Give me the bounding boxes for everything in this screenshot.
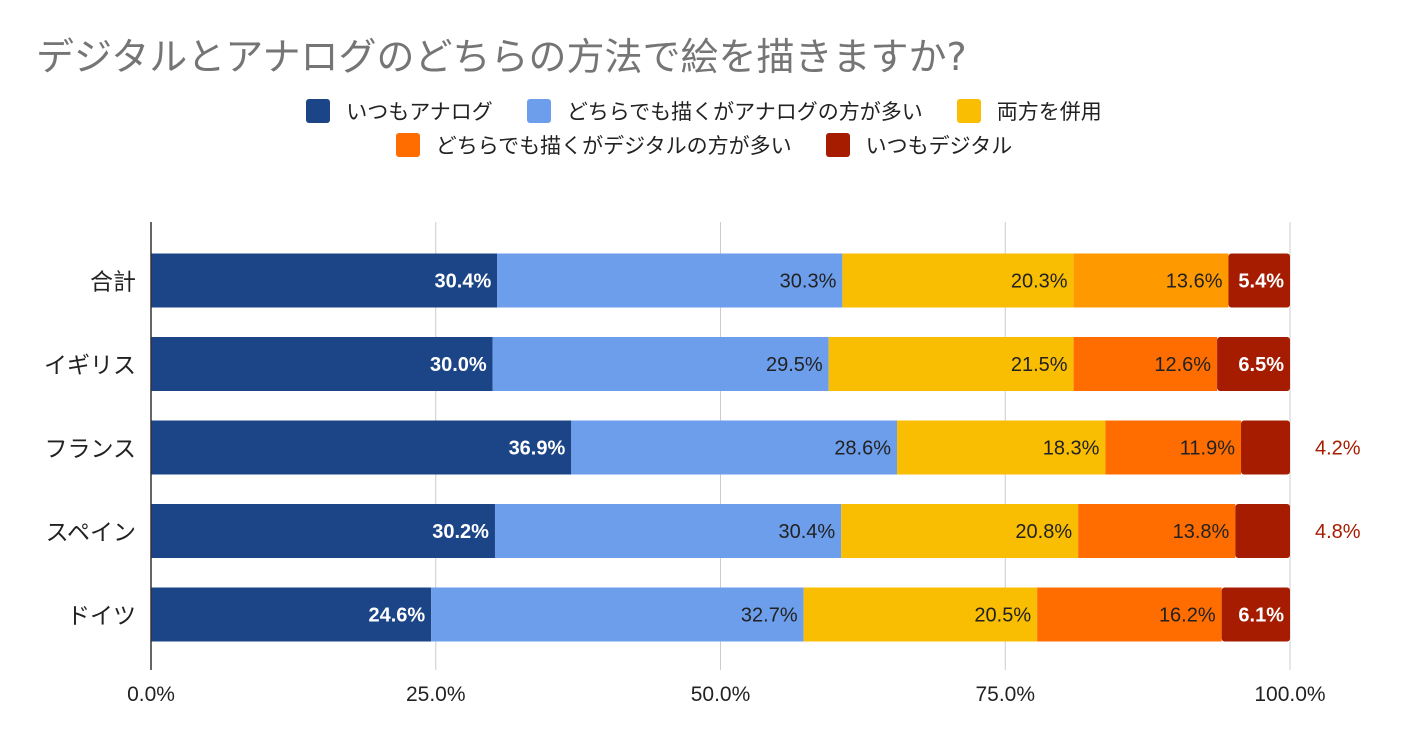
- legend-label-both: 両方を併用: [996, 100, 1102, 124]
- legend-item-always-digital: いつもデジタル: [825, 130, 1013, 160]
- category-label-3: スペイン: [46, 519, 136, 545]
- bar-label-3-4: 4.8%: [1315, 521, 1361, 543]
- legend-item-mostly-digital: どちらでも描くがデジタルの方が多い: [395, 130, 792, 160]
- bar-2-4: [1241, 420, 1290, 475]
- bar-0-0: [151, 253, 498, 308]
- bar-4-1: [431, 587, 804, 642]
- bar-label-2-0: 36.9%: [509, 438, 566, 460]
- bar-1-2: [828, 337, 1074, 391]
- bar-0-2: [842, 253, 1074, 308]
- bar-1-0: [151, 337, 493, 391]
- legend-label-mostly-digital: どちらでも描くがデジタルの方が多い: [435, 134, 792, 158]
- bar-label-0-1: 30.3%: [780, 271, 837, 293]
- bar-4-2: [803, 587, 1038, 642]
- bar-label-2-3: 11.9%: [1180, 438, 1235, 460]
- bar-label-4-2: 20.5%: [974, 605, 1031, 627]
- bar-1-4: [1217, 337, 1290, 391]
- category-label-2: フランス: [44, 436, 136, 462]
- bar-1-3: [1073, 337, 1218, 391]
- bar-label-2-1: 28.6%: [834, 438, 891, 460]
- bar-label-4-4: 6.1%: [1238, 605, 1284, 627]
- bar-label-2-2: 18.3%: [1043, 438, 1100, 460]
- legend-label-always-analog: いつもアナログ: [346, 100, 493, 124]
- bar-2-3: [1105, 420, 1242, 475]
- legend-swatch-always-digital: [825, 133, 850, 157]
- legend-swatch-mostly-analog: [526, 99, 551, 123]
- legend-item-both: 両方を併用: [956, 96, 1102, 126]
- bar-0-1: [497, 253, 843, 308]
- legend-swatch-mostly-digital: [395, 133, 420, 157]
- bar-4-4: [1221, 587, 1290, 642]
- x-tick-label-1: 25.0%: [406, 683, 466, 706]
- legend-item-always-analog: いつもアナログ: [306, 96, 493, 126]
- legend-swatch-always-analog: [306, 99, 331, 123]
- bar-4-0: [151, 587, 432, 642]
- category-label-1: イギリス: [44, 352, 136, 378]
- legend-row-1: いつもアナログ どちらでも描くがアナログの方が多い 両方を併用: [0, 96, 1408, 126]
- legend-label-always-digital: いつもデジタル: [865, 134, 1013, 158]
- bar-label-1-1: 29.5%: [766, 354, 823, 376]
- bar-3-4: [1235, 504, 1290, 558]
- bar-label-0-3: 13.6%: [1166, 271, 1223, 293]
- bar-3-2: [841, 504, 1079, 558]
- legend-label-mostly-analog: どちらでも描くがアナログの方が多い: [566, 100, 923, 124]
- bar-2-1: [571, 420, 898, 475]
- category-label-4: ドイツ: [67, 603, 136, 629]
- x-tick-label-3: 75.0%: [975, 683, 1035, 706]
- bar-label-3-1: 30.4%: [779, 521, 836, 543]
- bar-label-0-4: 5.4%: [1238, 271, 1284, 293]
- category-label-0: 合計: [90, 269, 136, 295]
- bar-label-1-0: 30.0%: [430, 354, 487, 376]
- bar-label-3-3: 13.8%: [1173, 521, 1230, 543]
- bar-label-4-1: 32.7%: [741, 605, 798, 627]
- x-tick-label-2: 50.0%: [691, 683, 751, 706]
- legend-swatch-both: [956, 99, 981, 123]
- bar-3-0: [151, 504, 495, 558]
- legend-row-2: どちらでも描くがデジタルの方が多い いつもデジタル: [0, 130, 1408, 160]
- bar-label-3-2: 20.8%: [1015, 521, 1072, 543]
- x-tick-label-4: 100.0%: [1254, 683, 1325, 706]
- bar-label-1-4: 6.5%: [1238, 354, 1284, 376]
- bar-label-0-0: 30.4%: [435, 271, 492, 293]
- bar-0-3: [1073, 253, 1229, 308]
- bar-3-3: [1078, 504, 1236, 558]
- bar-label-4-0: 24.6%: [368, 605, 425, 627]
- legend-item-mostly-analog: どちらでも描くがアナログの方が多い: [526, 96, 923, 126]
- bar-1-1: [492, 337, 829, 391]
- x-tick-label-0: 0.0%: [127, 683, 175, 706]
- bar-4-3: [1037, 587, 1222, 642]
- bar-label-0-2: 20.3%: [1011, 271, 1068, 293]
- bar-label-4-3: 16.2%: [1159, 605, 1216, 627]
- bar-2-2: [897, 420, 1106, 475]
- bar-3-1: [494, 504, 842, 558]
- bar-0-4: [1228, 253, 1290, 308]
- bar-label-1-3: 12.6%: [1154, 354, 1211, 376]
- bar-label-1-2: 21.5%: [1011, 354, 1068, 376]
- bar-2-0: [151, 420, 572, 475]
- bar-label-2-4: 4.2%: [1315, 438, 1361, 460]
- bar-label-3-0: 30.2%: [432, 521, 489, 543]
- chart-title: デジタルとアナログのどちらの方法で絵を描きますか?: [36, 35, 967, 79]
